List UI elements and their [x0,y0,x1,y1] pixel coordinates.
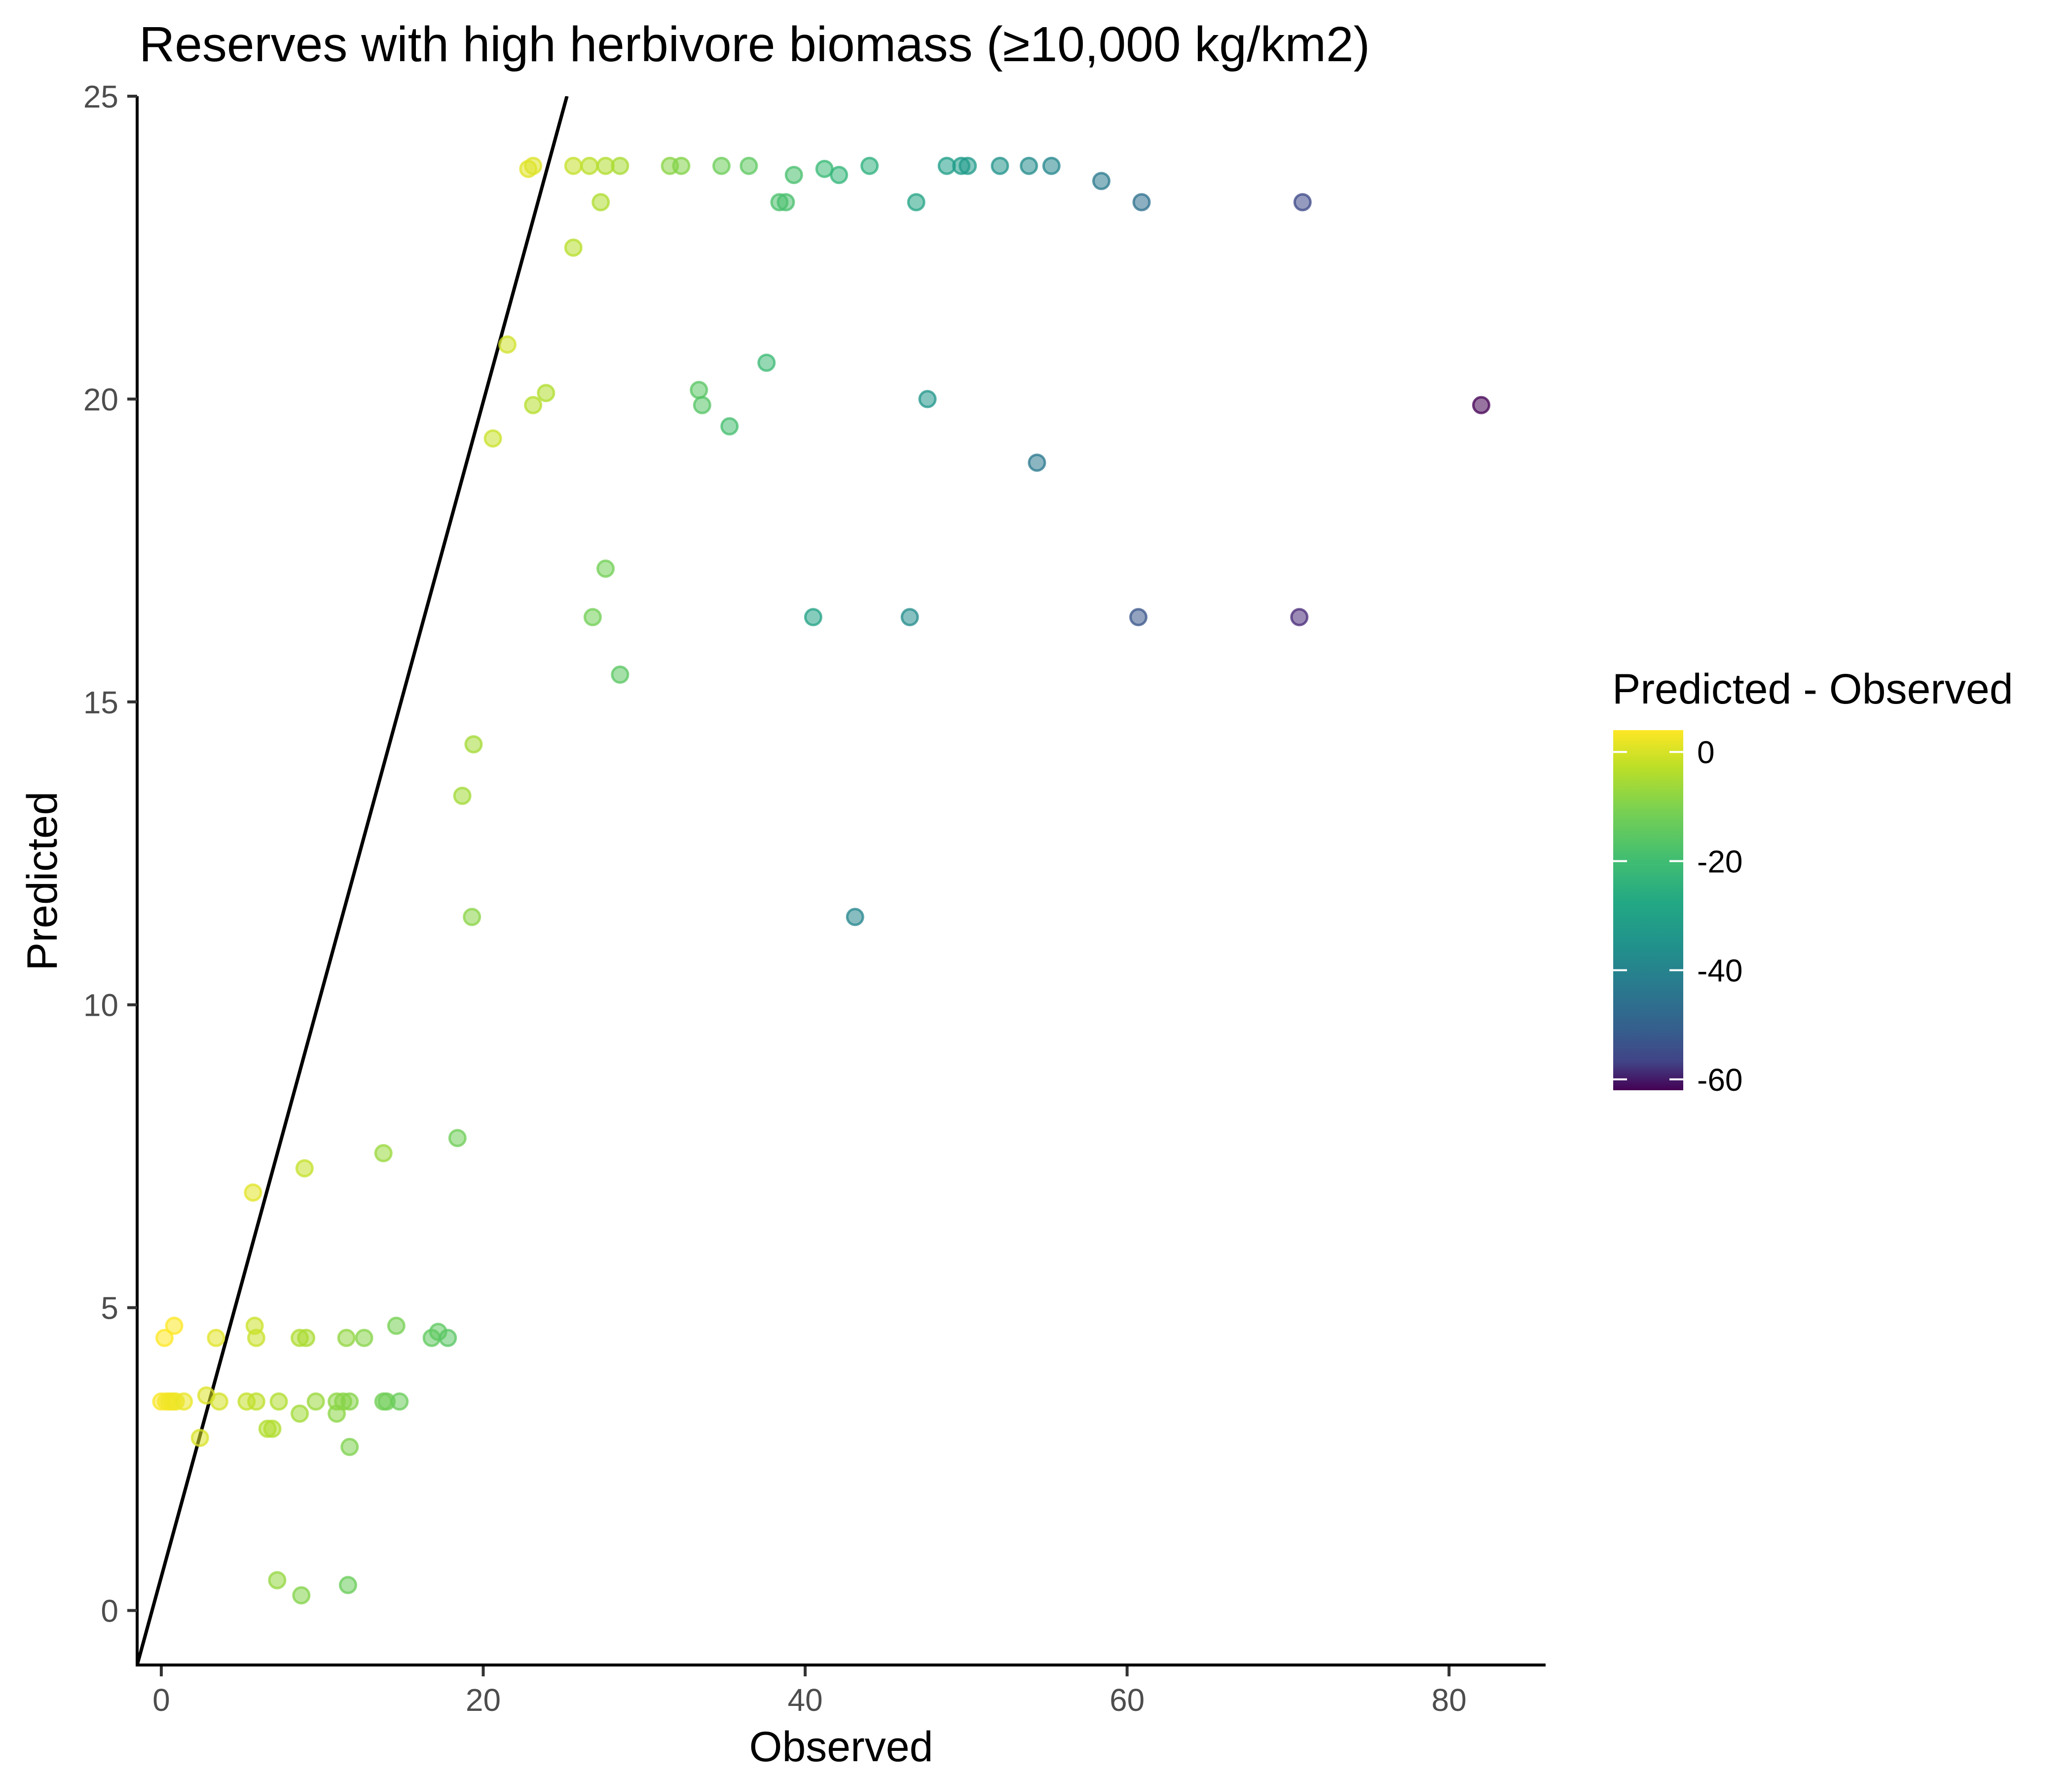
y-tick-label: 10 [83,988,118,1023]
data-point [757,353,776,372]
data-point [295,1159,314,1178]
data-point [991,156,1009,175]
data-point [580,156,599,175]
data-point [720,417,739,436]
data-point [524,396,543,414]
data-point [1132,193,1151,212]
data-point [1092,172,1110,190]
data-point [690,380,708,399]
data-point [210,1392,228,1411]
legend-colorbar [1613,730,1683,1090]
data-point [306,1392,325,1411]
legend-tick-label: -20 [1697,844,1743,879]
data-point [292,1586,311,1605]
y-axis-ticks: 0 5 10 15 20 25 [83,79,137,1628]
data-point [337,1329,356,1347]
data-point [269,1392,288,1411]
data-point [693,396,711,414]
data-point [268,1571,287,1590]
data-points [152,156,1490,1605]
data-point [712,156,731,175]
data-point [959,156,977,175]
data-point [483,429,502,448]
data-point [804,608,822,627]
data-point [190,1429,209,1447]
x-tick-label: 80 [1432,1682,1467,1718]
data-point [537,384,555,403]
data-point [463,908,481,926]
y-tick-label: 25 [83,79,118,114]
data-point [830,166,849,185]
y-tick-label: 15 [83,685,118,720]
data-point [1020,156,1038,175]
data-point [340,1392,359,1411]
x-tick-label: 40 [787,1682,822,1718]
x-axis-title: Observed [749,1723,933,1771]
plot-area [137,96,1490,1665]
data-point [453,786,472,805]
x-tick-label: 0 [152,1682,170,1718]
data-point [387,1316,406,1335]
chart-title: Reserves with high herbivore biomass (≥1… [139,17,1370,72]
data-point [448,1129,467,1147]
data-point [263,1419,282,1438]
data-point [596,559,615,578]
data-point [777,193,795,212]
data-point [672,156,691,175]
x-tick-label: 20 [466,1682,501,1718]
x-tick-label: 60 [1110,1682,1145,1718]
data-point [1129,608,1147,627]
data-point [165,1316,184,1335]
legend-title: Predicted - Observed [1612,666,2013,713]
data-point [247,1329,265,1347]
data-point [860,156,879,175]
data-point [1042,156,1061,175]
data-point [374,1144,393,1163]
data-point [524,156,543,175]
data-point [464,735,483,754]
data-point [175,1392,193,1411]
color-legend: Predicted - Observed 0 -20 -40 -60 [1612,666,2013,1098]
data-point [291,1404,309,1423]
data-point [918,390,937,408]
data-point [297,1329,316,1347]
data-point [328,1404,346,1423]
data-point [244,1183,262,1202]
legend-ticks: 0 -20 -40 -60 [1613,735,1743,1098]
x-axis-ticks: 0 20 40 60 80 [152,1666,1467,1718]
y-tick-label: 5 [101,1291,118,1326]
y-axis-title: Predicted [19,791,66,970]
data-point [592,193,610,212]
data-point [846,908,864,926]
data-point [907,193,925,212]
legend-tick-label: 0 [1697,735,1715,770]
data-point [740,156,758,175]
y-tick-label: 20 [83,382,118,417]
data-point [439,1329,457,1347]
data-point [390,1392,409,1411]
data-point [564,238,583,257]
data-point [355,1329,373,1347]
data-point [338,1576,357,1594]
data-point [207,1329,225,1347]
data-point [1293,193,1312,212]
data-point [498,335,517,354]
data-point [611,666,629,684]
legend-tick-label: -40 [1697,953,1743,989]
data-point [611,156,629,175]
data-point [583,608,602,627]
data-point [1472,396,1490,414]
data-point [900,608,919,627]
data-point [1028,453,1046,472]
data-point [1290,608,1309,627]
y-tick-label: 0 [101,1593,118,1628]
data-point [784,166,803,185]
data-point [564,156,583,175]
data-point [340,1438,359,1456]
data-point [247,1392,265,1411]
data-point [155,1329,174,1347]
legend-tick-label: -60 [1697,1062,1743,1098]
